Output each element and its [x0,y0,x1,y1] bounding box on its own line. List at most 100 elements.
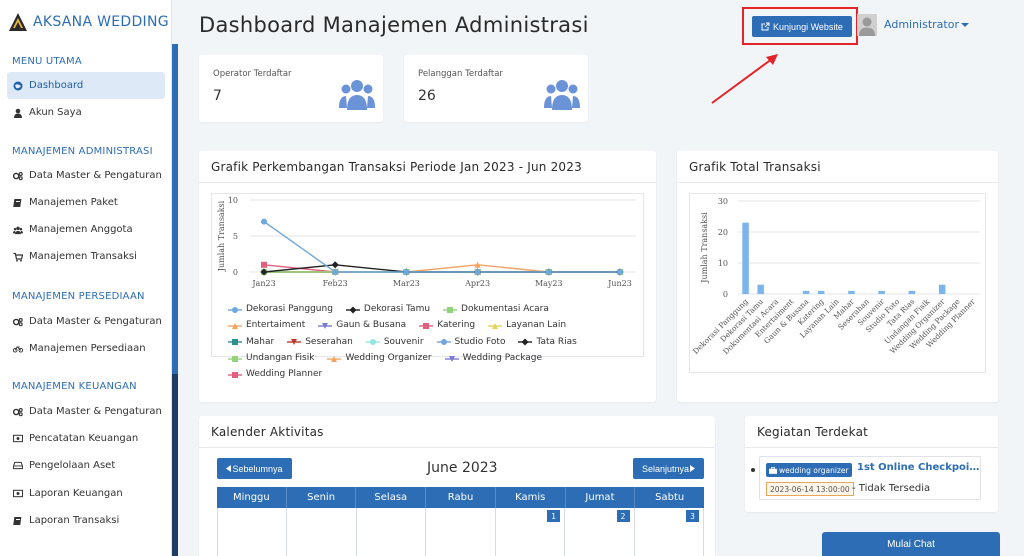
visit-website-button[interactable]: Kunjungi Website [752,16,852,37]
sidebar-item-manajemen-transaksi[interactable]: Manajemen Transaksi [7,243,165,270]
sidebar-item-label: Data Master & Pengaturan [29,406,162,417]
legend-item[interactable]: Dokumentasi Acara [443,303,549,317]
sidebar-item-label: Manajemen Transaksi [29,251,137,262]
legend-swatch-marker [349,306,357,314]
legend-item[interactable]: Undangan Fisik [228,352,314,366]
calendar-day-cell[interactable]: 3 [635,508,704,556]
calendar-day-cell[interactable] [357,508,427,556]
calendar-next-button[interactable]: Selanjutnya [633,458,704,479]
bar [908,290,916,294]
money-icon [13,434,23,444]
legend-item[interactable]: Wedding Organizer [327,352,432,366]
sidebar-item-label: Manajemen Paket [29,197,118,208]
legend-swatch-marker [492,323,499,329]
legend-item[interactable]: Layanan Lain [488,319,566,333]
sidebar-item-pencatatan-keuangan[interactable]: Pencatatan Keuangan [7,425,165,452]
users-icon [339,80,375,110]
bar [757,284,764,294]
legend-item[interactable]: Wedding Package [444,352,543,366]
legend-item[interactable]: Souvenir [365,336,424,350]
globe-icon [13,81,23,91]
legend-item[interactable]: Studio Foto [436,336,505,350]
legend-item[interactable]: Tata Rias [518,336,577,350]
calendar-day-cell[interactable] [218,508,288,556]
user-menu[interactable]: Administrator [884,18,969,31]
sidebar-item-data-master-admin[interactable]: Data Master & Pengaturan [7,162,165,189]
legend-label: Gaun & Busana [336,320,407,331]
divider [677,182,998,183]
sidebar-item-akun-saya[interactable]: Akun Saya [7,99,165,126]
list-item[interactable]: wedding organizer 1st Online Checkpoint.… [759,456,981,500]
sidebar-item-manajemen-paket[interactable]: Manajemen Paket [7,189,165,216]
legend-swatch [345,306,360,314]
data-point [261,218,267,225]
y-tick-label: 10 [718,259,728,268]
annotation-arrow [711,54,778,104]
legend-swatch [443,306,458,313]
data-point [260,268,268,276]
legend-swatch-marker [232,355,238,362]
sidebar-item-pengelolaan-aset[interactable]: Pengelolaan Aset [7,452,165,479]
legend-label: Wedding Package [462,352,543,363]
legend-item[interactable]: Seserahan [287,336,353,350]
sidebar-item-data-master-keuangan[interactable]: Data Master & Pengaturan [7,398,165,425]
calendar-day-cell[interactable]: 1 [496,508,566,556]
legend-label: Souvenir [383,336,424,347]
hdd-icon [13,461,23,471]
brand-logo-icon [9,13,27,31]
y-tick-label: 0 [723,290,728,299]
sidebar-item-label: Pencatatan Keuangan [29,433,139,444]
legend-label: Seserahan [305,336,353,347]
start-chat-button[interactable]: Mulai Chat [822,532,1000,556]
legend-swatch [318,323,333,329]
x-tick-label: Feb23 [323,279,348,288]
legend-item[interactable]: Dekorasi Panggung [228,303,333,317]
legend-item[interactable]: Wedding Planner [228,368,322,382]
data-point [261,261,267,268]
legend-label: Mahar [246,336,275,347]
legend-swatch [228,371,242,378]
section-manajemen-administrasi: MANAJEMEN ADMINISTRASI [12,146,153,157]
divider [199,447,715,448]
avatar[interactable] [857,14,877,36]
weekday-rabu: Rabu [426,487,496,508]
calendar-day-cell[interactable] [287,508,357,556]
legend-item[interactable]: Katering [419,319,475,333]
legend-swatch [228,323,242,329]
legend-item[interactable]: Entertaiment [228,319,305,333]
legend-item[interactable]: Gaun & Busana [318,319,406,333]
sidebar-item-manajemen-persediaan[interactable]: Manajemen Persediaan [7,335,165,362]
event-title-link[interactable]: 1st Online Checkpoint... [857,462,980,473]
legend-item[interactable]: Mahar [228,336,274,350]
divider [199,182,656,183]
section-menu-utama: MENU UTAMA [12,56,82,67]
legend-label: Dekorasi Panggung [246,304,333,314]
legend-swatch-marker [369,339,376,346]
external-link-icon [761,22,770,31]
legend-swatch [518,338,533,346]
customer-stat-value: 26 [418,88,436,104]
brand-name: AKSANA WEDDING [33,14,169,30]
x-tick-label: May23 [535,279,563,288]
sidebar-scroll-track-lower [172,374,178,556]
sidebar-item-laporan-keuangan[interactable]: Laporan Keuangan [7,480,165,507]
sidebar-item-data-master-persediaan[interactable]: Data Master & Pengaturan [7,308,165,335]
calendar-prev-button[interactable]: Sebelumnya [217,458,292,479]
x-tick-label: Jun23 [607,279,632,288]
calendar-day-cell[interactable] [426,508,496,556]
sidebar-item-dashboard[interactable]: Dashboard [7,72,165,99]
legend-swatch-marker [331,355,338,362]
weekday-selasa: Selasa [356,487,427,508]
sidebar-item-manajemen-anggota[interactable]: Manajemen Anggota [7,216,165,243]
series-line [263,221,620,273]
legend-label: Dokumentasi Acara [461,304,549,314]
legend-swatch [444,355,459,362]
money-icon [13,489,23,499]
brand[interactable]: AKSANA WEDDING [8,10,169,34]
legend-item[interactable]: Dekorasi Tamu [345,303,431,317]
legend-label: Dekorasi Tamu [363,304,431,314]
y-axis-label: Jumlah Transaksi [217,200,226,272]
calendar-day-cell[interactable]: 2 [565,508,635,556]
sidebar-item-laporan-transaksi[interactable]: Laporan Transaksi [7,507,165,534]
operator-stat-value: 7 [213,88,222,104]
